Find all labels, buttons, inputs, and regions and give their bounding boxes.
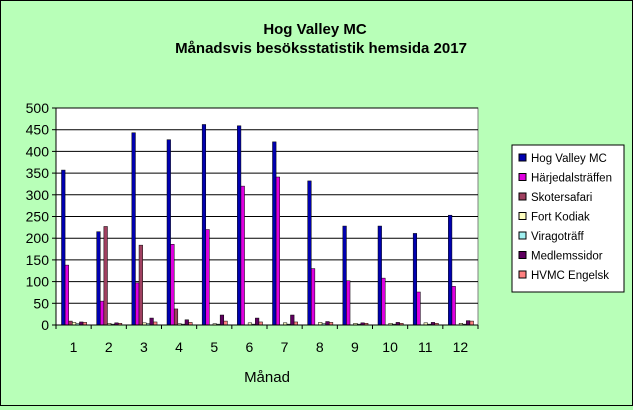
y-tick-label: 0 [41, 317, 49, 333]
bar [466, 320, 471, 326]
bar [184, 319, 189, 326]
legend-swatch [518, 173, 527, 181]
x-tick-label: 9 [351, 339, 359, 355]
bar [131, 132, 136, 326]
y-tick-label: 150 [26, 252, 50, 268]
bar [416, 291, 421, 326]
bar [68, 320, 73, 326]
legend-swatch [518, 270, 527, 279]
x-tick-label: 7 [281, 339, 289, 355]
legend-box [511, 144, 625, 293]
y-tick-label: 300 [26, 187, 50, 203]
legend-label: Skotersafari [531, 192, 592, 204]
bar [166, 139, 171, 326]
bar [381, 277, 386, 326]
legend-label: Viragoträff [531, 231, 584, 243]
y-tick-label: 250 [26, 209, 50, 225]
x-tick-label: 3 [140, 339, 148, 355]
bar [342, 225, 347, 326]
bar [451, 286, 456, 326]
bar [100, 300, 105, 326]
x-axis-ticks: 1 2 3 4 5 6 7 8 9 10 11 12 [55, 325, 479, 355]
y-tick-label: 500 [26, 100, 50, 116]
bar [272, 141, 277, 326]
legend-label: Härjedalsträffen [531, 173, 612, 185]
legend-swatch [518, 153, 527, 162]
bar [103, 226, 108, 326]
x-tick-label: 4 [175, 339, 183, 355]
bar [170, 244, 175, 326]
bar [469, 320, 474, 326]
bar [205, 229, 210, 326]
legend-label: Fort Kodiak [531, 212, 590, 224]
bar [412, 233, 418, 326]
bar [240, 185, 245, 326]
y-tick-label: 350 [26, 165, 50, 181]
bar [201, 124, 207, 326]
y-tick-label: 450 [26, 122, 50, 138]
y-axis-ticks: 0 50 100 150 200 250 300 350 400 450 500 [26, 100, 56, 333]
bar [223, 320, 228, 326]
x-axis-label: Månad [244, 369, 290, 386]
bar [307, 180, 312, 326]
x-tick-label: 10 [382, 339, 398, 355]
x-tick-label: 12 [453, 339, 469, 355]
bar [138, 244, 143, 326]
legend-swatch [518, 212, 527, 220]
bar [377, 225, 382, 326]
bar [255, 317, 260, 326]
bar [325, 321, 330, 326]
x-tick-label: 5 [210, 339, 218, 355]
legend: Hog Valley MC Härjedalsträffen Skotersafar… [511, 144, 625, 293]
bar [149, 317, 154, 326]
bar [219, 314, 225, 326]
gridlines [56, 107, 478, 304]
x-tick-label: 11 [418, 339, 433, 355]
bar [135, 282, 140, 326]
chart-subtitle: Månadsvis besöksstatistik hemsida 2017 [175, 40, 467, 57]
x-tick-label: 6 [246, 339, 254, 355]
legend-swatch [518, 251, 527, 259]
legend-swatch [518, 192, 527, 201]
legend-label: Hog Valley MC [531, 153, 607, 165]
bar [448, 214, 453, 326]
bar [290, 314, 295, 326]
bar [237, 125, 242, 326]
bar [96, 231, 101, 326]
bar [173, 308, 179, 326]
bar [61, 169, 66, 326]
x-tick-label: 8 [316, 339, 324, 355]
y-tick-label: 200 [26, 230, 50, 246]
legend-swatch [518, 231, 527, 240]
x-tick-label: 2 [105, 339, 113, 355]
y-tick-label: 100 [26, 274, 50, 290]
bar [64, 264, 69, 326]
y-tick-label: 50 [33, 295, 49, 311]
legend-label: Medlemssidor [531, 251, 603, 263]
y-tick-label: 400 [26, 143, 50, 159]
legend-label: HVMC Engelsk [531, 270, 609, 282]
bar [275, 176, 280, 326]
bar [311, 268, 316, 326]
x-tick-label: 1 [70, 339, 78, 355]
chart-title: Hog Valley MC [263, 21, 367, 38]
bar [346, 280, 351, 326]
